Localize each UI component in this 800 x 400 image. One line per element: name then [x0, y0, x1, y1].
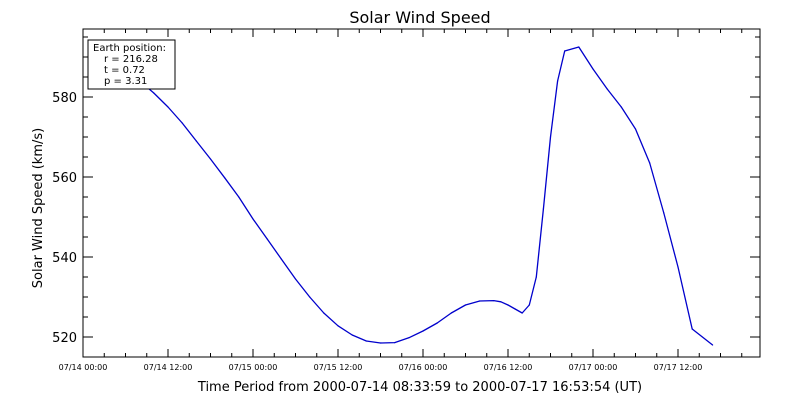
data-point [535, 276, 537, 278]
data-point [365, 340, 367, 342]
data-point [323, 312, 325, 314]
x-tick-label: 07/14 00:00 [59, 363, 108, 372]
annotation-line-p: p = 3.31 [104, 76, 147, 87]
data-point [379, 342, 382, 344]
data-point [209, 158, 212, 160]
data-point [252, 218, 254, 220]
data-point [408, 337, 410, 339]
annotation-line-t: t = 0.72 [104, 65, 145, 76]
data-point [153, 92, 155, 94]
x-tick-label: 07/17 12:00 [654, 363, 703, 372]
y-tick-label: 520 [52, 331, 77, 346]
annotation-box-frame [87, 39, 176, 90]
data-point [280, 258, 282, 260]
y-tick-label: 560 [52, 171, 77, 186]
data-point [479, 300, 481, 302]
x-tick-label: 07/16 00:00 [399, 363, 448, 372]
data-point [507, 304, 509, 306]
data-point [542, 208, 545, 210]
y-tick-label: 580 [52, 91, 77, 106]
x-tick-label: 07/15 00:00 [229, 363, 278, 372]
data-point [294, 278, 297, 280]
data-point [528, 304, 530, 306]
y-axis-label: Solar Wind Speed (km/s) [31, 128, 46, 288]
data-point [564, 50, 566, 52]
chart-title: Solar Wind Speed [349, 8, 490, 27]
data-point [549, 136, 552, 138]
data-point [351, 334, 353, 336]
x-tick-label: 07/15 12:00 [314, 363, 363, 372]
data-point [691, 328, 693, 330]
data-point [493, 300, 495, 302]
data-point [195, 140, 197, 142]
data-point [337, 325, 339, 327]
x-axis-ticks [82, 29, 743, 357]
annotation-line-r: r = 216.28 [104, 54, 158, 65]
data-point [606, 88, 608, 90]
data-point [394, 342, 396, 344]
y-axis-ticks [83, 36, 760, 358]
annotation-heading: Earth position: [93, 43, 166, 54]
data-point [712, 344, 714, 346]
data-point [649, 162, 651, 164]
data-point [464, 304, 467, 306]
data-point [500, 301, 502, 303]
data-point [620, 106, 622, 108]
data-point [224, 177, 226, 179]
x-tick-label: 07/17 00:00 [569, 363, 618, 372]
data-point [167, 106, 169, 108]
x-tick-label: 07/16 12:00 [484, 363, 533, 372]
data-point [557, 80, 559, 82]
data-point [181, 122, 183, 124]
data-point [422, 330, 424, 332]
y-tick-label: 540 [52, 251, 77, 266]
data-point [592, 68, 594, 70]
series-line [143, 46, 714, 346]
plot-frame [82, 28, 761, 358]
data-point [634, 128, 637, 130]
x-axis-label: Time Period from 2000-07-14 08:33:59 to … [197, 380, 642, 395]
data-point [450, 312, 452, 314]
data-point [309, 296, 311, 298]
data-point [578, 46, 580, 48]
data-point [521, 312, 523, 314]
data-point [238, 196, 240, 198]
data-point [514, 308, 516, 310]
earth-position-box: Earth position: r = 216.28 t = 0.72 p = … [87, 39, 176, 90]
x-tick-label: 07/14 12:00 [144, 363, 193, 372]
data-point [663, 212, 665, 214]
data-point [266, 238, 268, 240]
series-points [143, 46, 714, 346]
data-point [677, 266, 679, 268]
data-point [436, 322, 438, 324]
